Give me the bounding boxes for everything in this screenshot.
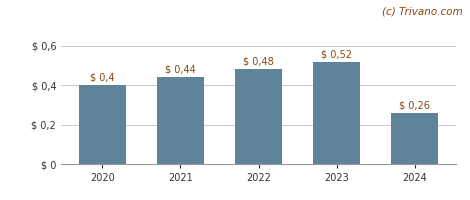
Bar <box>157 77 204 164</box>
Text: $ 0,44: $ 0,44 <box>165 65 196 75</box>
Bar <box>79 85 126 164</box>
Text: (c) Trivano.com: (c) Trivano.com <box>382 6 463 16</box>
Bar <box>235 69 282 164</box>
Text: $ 0,48: $ 0,48 <box>243 57 274 67</box>
Text: $ 0,26: $ 0,26 <box>399 100 430 110</box>
Bar <box>313 62 360 164</box>
Bar <box>391 113 438 164</box>
Text: $ 0,4: $ 0,4 <box>90 73 115 83</box>
Text: $ 0,52: $ 0,52 <box>321 49 352 59</box>
